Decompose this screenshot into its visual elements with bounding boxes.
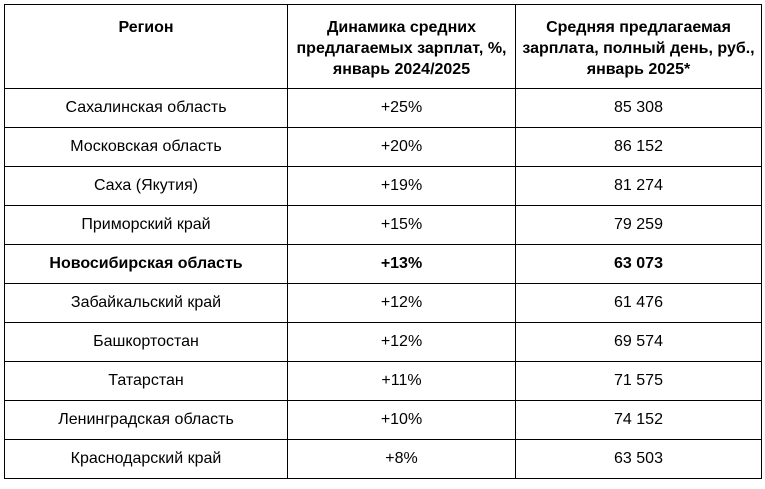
table-row: Новосибирская область +13% 63 073 — [4, 244, 762, 284]
header-dynamics: Динамика средних предлагаемых зарплат, %… — [287, 4, 516, 89]
table-row: Забайкальский край +12% 61 476 — [4, 283, 762, 323]
cell-region: Московская область — [4, 127, 288, 167]
cell-salary: 85 308 — [515, 88, 762, 128]
header-salary: Средняя предлагаемая зарплата, полный де… — [515, 4, 762, 89]
cell-salary: 79 259 — [515, 205, 762, 245]
cell-dynamics: +10% — [287, 400, 516, 440]
header-region: Регион — [4, 4, 288, 89]
table-row: Ленинградская область +10% 74 152 — [4, 400, 762, 440]
cell-region: Саха (Якутия) — [4, 166, 288, 206]
cell-dynamics: +13% — [287, 244, 516, 284]
cell-region: Приморский край — [4, 205, 288, 245]
cell-region: Башкортостан — [4, 322, 288, 362]
cell-dynamics: +12% — [287, 283, 516, 323]
cell-salary: 81 274 — [515, 166, 762, 206]
cell-dynamics: +11% — [287, 361, 516, 401]
table-row: Саха (Якутия) +19% 81 274 — [4, 166, 762, 206]
salary-table: Регион Динамика средних предлагаемых зар… — [4, 4, 762, 479]
cell-salary: 63 073 — [515, 244, 762, 284]
table-row: Татарстан +11% 71 575 — [4, 361, 762, 401]
table-row: Башкортостан +12% 69 574 — [4, 322, 762, 362]
cell-salary: 69 574 — [515, 322, 762, 362]
cell-dynamics: +20% — [287, 127, 516, 167]
cell-salary: 63 503 — [515, 439, 762, 479]
cell-salary: 86 152 — [515, 127, 762, 167]
header-row: Регион Динамика средних предлагаемых зар… — [4, 4, 762, 89]
cell-dynamics: +25% — [287, 88, 516, 128]
cell-salary: 71 575 — [515, 361, 762, 401]
cell-region: Новосибирская область — [4, 244, 288, 284]
cell-region: Сахалинская область — [4, 88, 288, 128]
cell-dynamics: +19% — [287, 166, 516, 206]
cell-dynamics: +15% — [287, 205, 516, 245]
cell-region: Татарстан — [4, 361, 288, 401]
cell-salary: 61 476 — [515, 283, 762, 323]
table-row: Приморский край +15% 79 259 — [4, 205, 762, 245]
table-row: Краснодарский край +8% 63 503 — [4, 439, 762, 479]
cell-region: Краснодарский край — [4, 439, 288, 479]
cell-region: Ленинградская область — [4, 400, 288, 440]
cell-region: Забайкальский край — [4, 283, 288, 323]
table-row: Московская область +20% 86 152 — [4, 127, 762, 167]
cell-salary: 74 152 — [515, 400, 762, 440]
table-row: Сахалинская область +25% 85 308 — [4, 88, 762, 128]
cell-dynamics: +8% — [287, 439, 516, 479]
cell-dynamics: +12% — [287, 322, 516, 362]
